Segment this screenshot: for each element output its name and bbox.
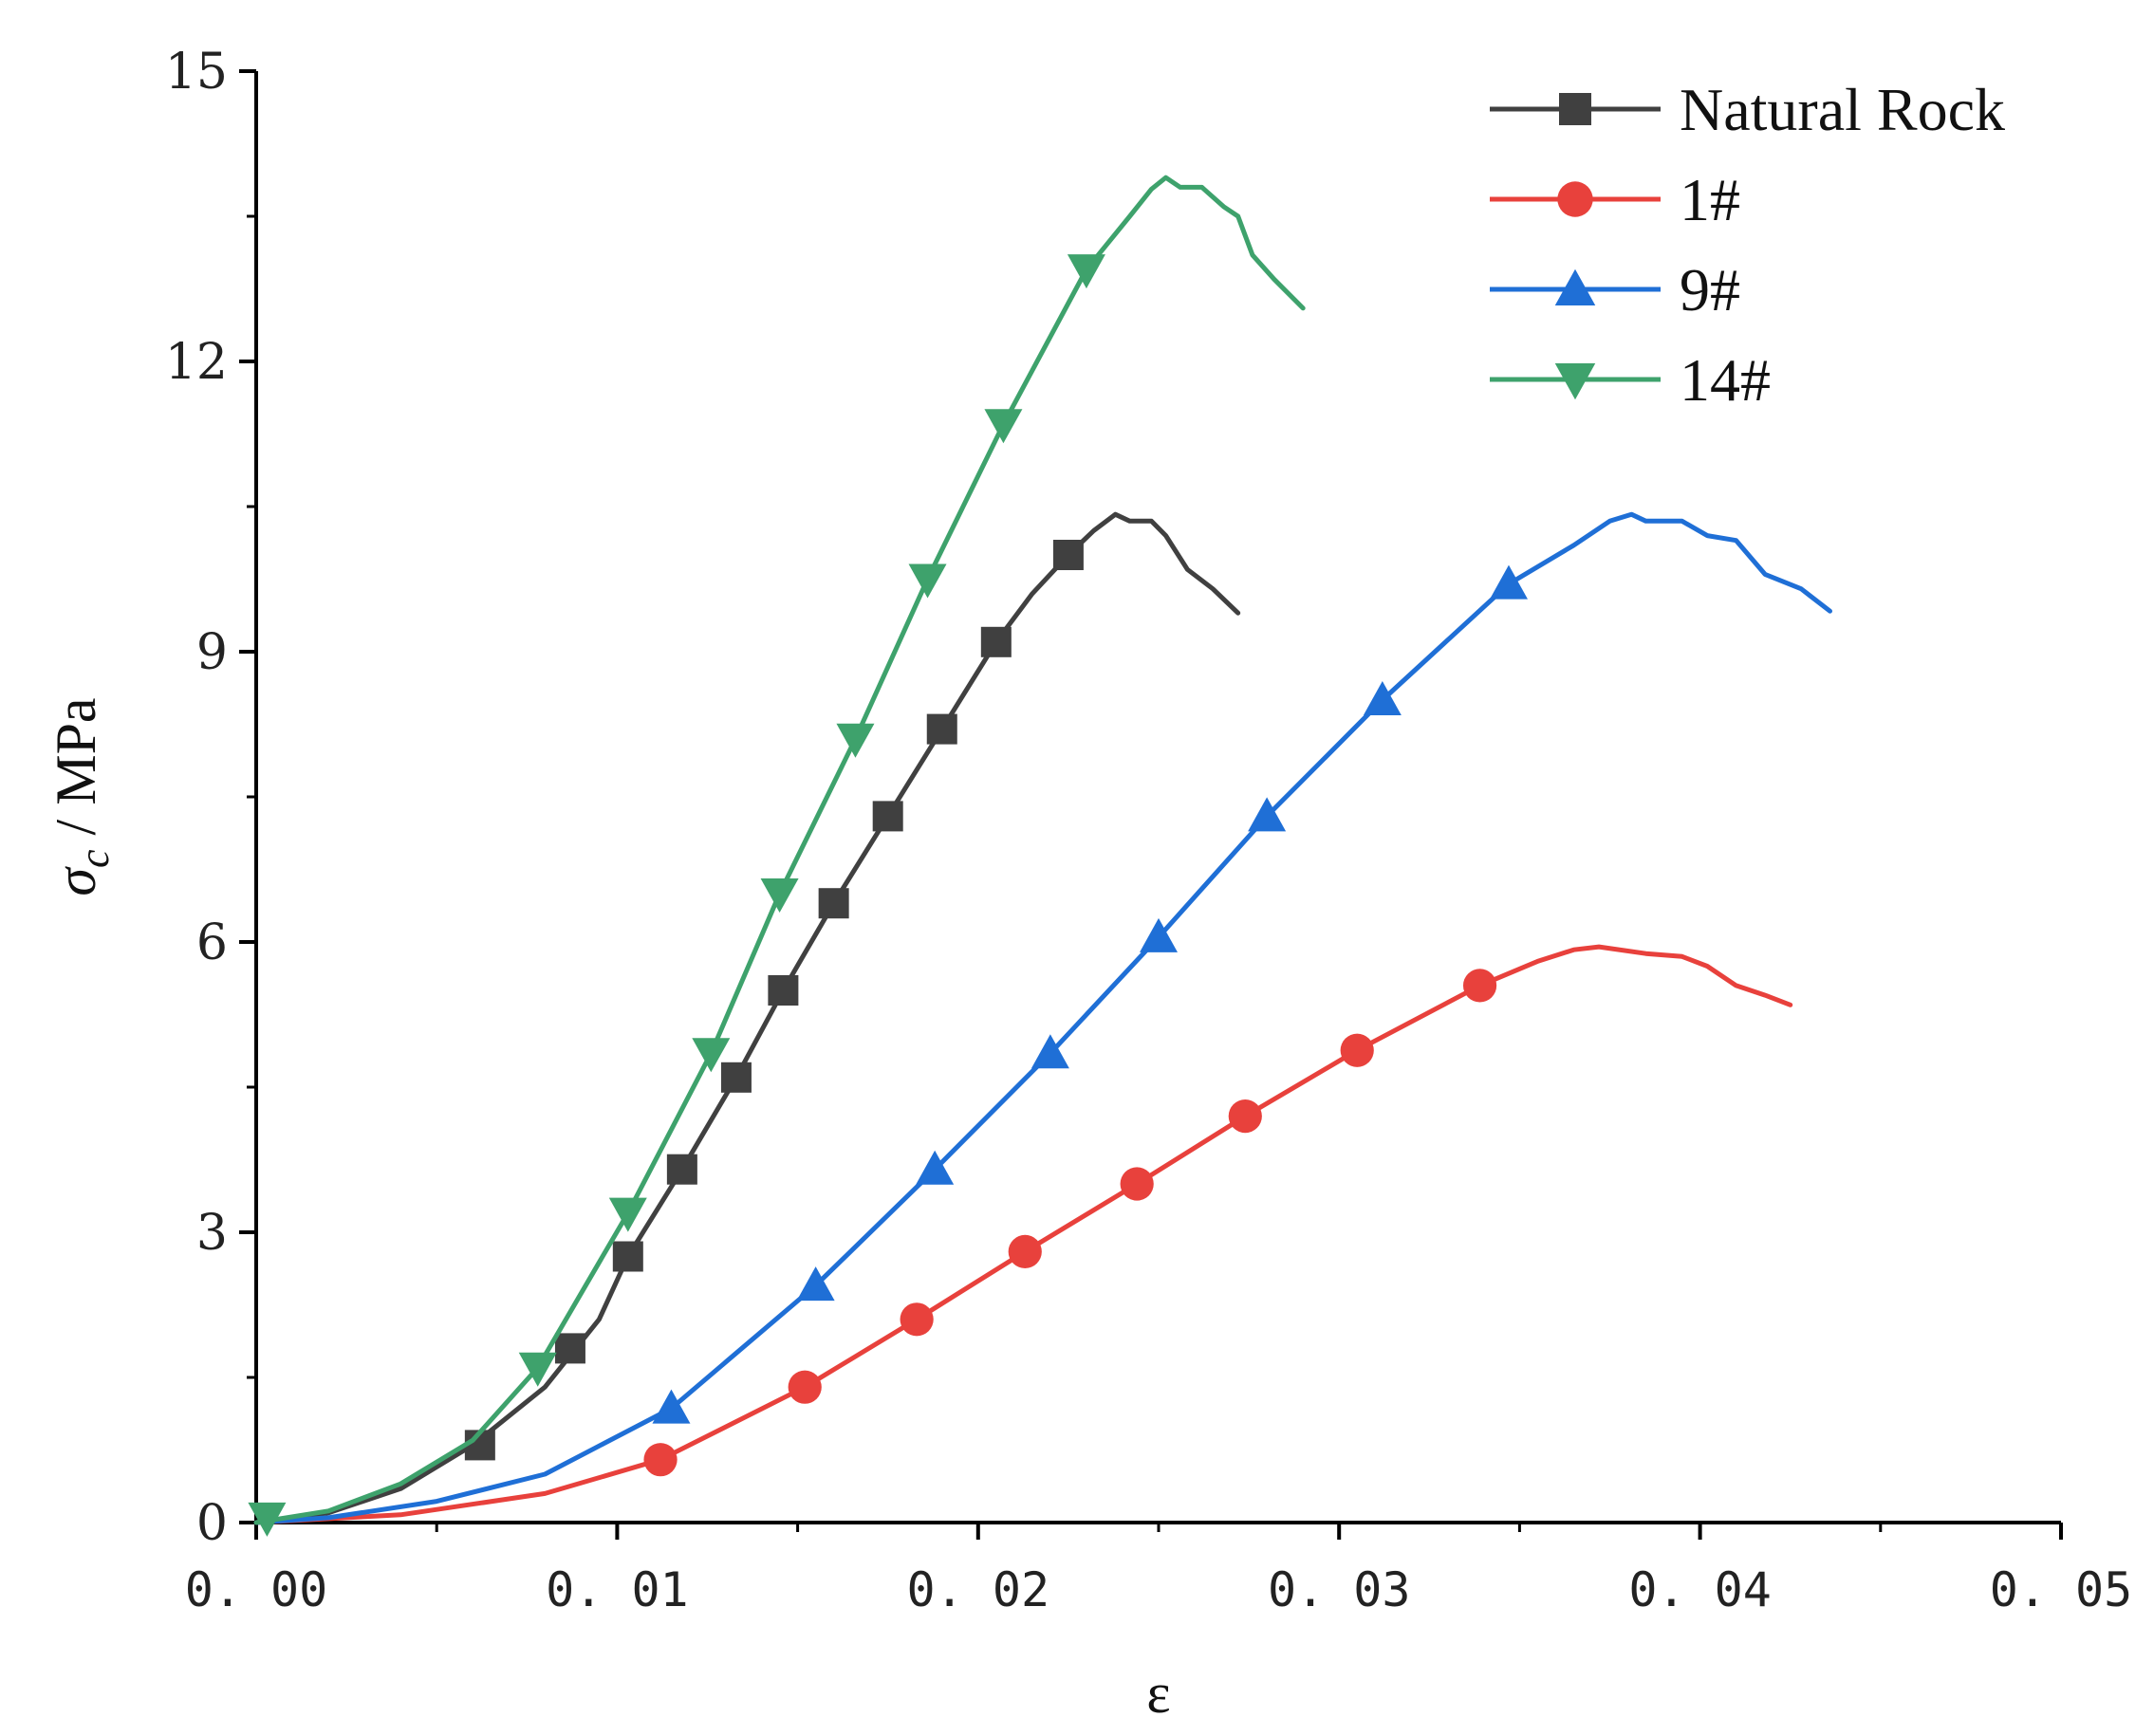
legend-label: 1# <box>1680 166 1740 233</box>
data-point-marker <box>612 1241 643 1272</box>
data-point-marker <box>248 1502 287 1537</box>
data-point-marker <box>788 1370 822 1404</box>
data-point-marker <box>1228 1099 1262 1134</box>
series-1 <box>253 511 1241 1525</box>
data-point-marker <box>796 1266 835 1302</box>
data-point-marker <box>1340 1033 1374 1067</box>
data-point-marker <box>908 563 947 599</box>
legend-swatch-marker <box>1557 181 1593 217</box>
y-tick-label: 15 <box>165 44 228 101</box>
data-point-marker <box>836 723 875 758</box>
x-tick-label: 0. 01 <box>546 1562 689 1617</box>
legend-entry: Natural Rock <box>1490 76 2005 143</box>
x-tick-label: 0. 03 <box>1268 1562 1411 1617</box>
x-axis-title: ε <box>1146 1662 1170 1725</box>
legend-swatch-marker <box>1554 268 1596 305</box>
data-point-marker <box>980 626 1012 657</box>
data-point-marker <box>554 1333 585 1364</box>
y-tick-label: 6 <box>196 914 228 971</box>
series-line <box>253 944 1793 1525</box>
series-2 <box>253 944 1793 1525</box>
axis-titles: ε σc / MPa <box>45 697 1171 1725</box>
x-tick-label: 0. 04 <box>1628 1562 1772 1617</box>
x-tick-label: 0. 02 <box>907 1562 1050 1617</box>
legend: Natural Rock 1# 9# 14# <box>1490 76 2005 414</box>
legend-label: 9# <box>1680 256 1740 323</box>
y-tick-label: 3 <box>196 1205 228 1262</box>
data-point-marker <box>720 1062 752 1093</box>
axes: 0. 00 0. 01 0. 02 0. 03 0. 04 0. 05 0 3 6 9 12 15 <box>165 44 2132 1617</box>
legend-entry: 9# <box>1490 256 1740 323</box>
data-point-marker <box>768 975 799 1006</box>
data-point-marker <box>666 1154 697 1185</box>
data-point-marker <box>760 878 799 913</box>
series-layer <box>248 175 1832 1537</box>
data-point-marker <box>1248 797 1287 832</box>
legend-swatch-marker <box>1559 93 1591 125</box>
x-tick-label: 0. 05 <box>1990 1562 2133 1617</box>
data-point-marker <box>518 1352 557 1387</box>
x-tick-label: 0. 00 <box>185 1562 328 1617</box>
y-tick-label: 0 <box>196 1495 228 1552</box>
y-axis-title-unit: / MPa <box>45 697 107 849</box>
data-point-marker <box>1067 254 1105 289</box>
data-point-marker <box>900 1302 934 1337</box>
data-point-marker <box>1489 564 1528 600</box>
data-point-marker <box>692 1038 731 1073</box>
series-3 <box>253 511 1832 1525</box>
data-point-marker <box>984 409 1023 444</box>
data-point-marker <box>1120 1167 1154 1201</box>
data-point-marker <box>1140 917 1178 952</box>
data-point-marker <box>1363 681 1402 715</box>
series-4 <box>248 175 1306 1537</box>
data-point-marker <box>1052 540 1084 570</box>
x-ticks: 0. 00 0. 01 0. 02 0. 03 0. 04 0. 05 <box>185 1523 2133 1617</box>
data-point-marker <box>643 1443 678 1477</box>
legend-entry: 1# <box>1490 166 1740 233</box>
y-tick-label: 9 <box>196 624 228 681</box>
y-axis-title: σc / MPa <box>45 697 118 896</box>
data-point-marker <box>652 1389 691 1424</box>
series-line <box>253 511 1241 1525</box>
legend-label: 14# <box>1680 346 1771 414</box>
legend-entry: 14# <box>1490 346 1771 414</box>
series-line <box>253 175 1306 1525</box>
y-tick-label: 12 <box>165 334 228 391</box>
data-point-marker <box>818 888 849 919</box>
y-axis-title-subscript: c <box>71 849 118 868</box>
data-point-marker <box>1008 1234 1042 1268</box>
legend-label: Natural Rock <box>1680 76 2005 143</box>
data-point-marker <box>608 1197 647 1232</box>
y-ticks: 0 3 6 9 12 15 <box>165 44 256 1552</box>
data-point-marker <box>872 801 903 832</box>
series-line <box>253 511 1832 1525</box>
legend-swatch-marker <box>1554 363 1596 400</box>
data-point-marker <box>1031 1034 1069 1069</box>
data-point-marker <box>916 1150 955 1185</box>
data-point-marker <box>926 713 957 745</box>
data-point-marker <box>1462 969 1497 1003</box>
y-axis-title-symbol: σ <box>45 866 107 896</box>
